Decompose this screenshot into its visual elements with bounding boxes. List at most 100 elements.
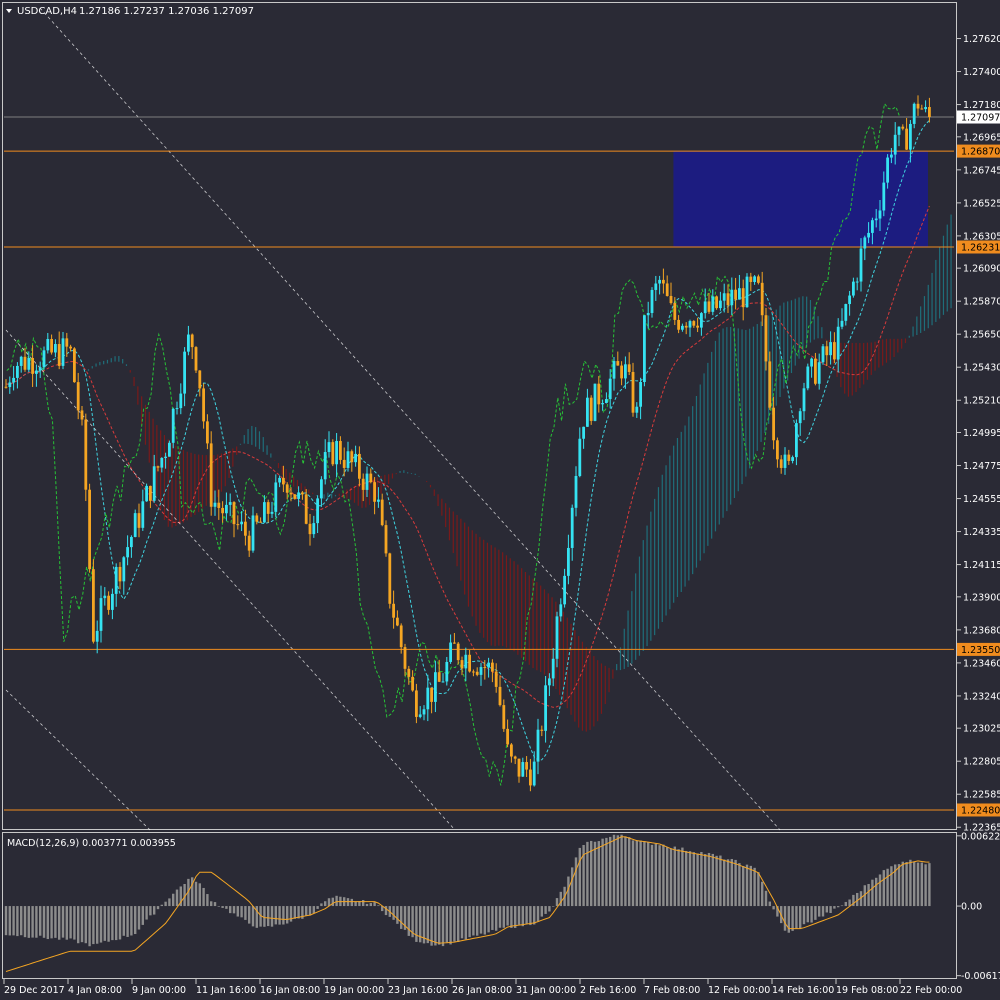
candle-body[interactable]	[817, 362, 821, 384]
candle-body[interactable]	[912, 103, 916, 124]
candle-body[interactable]	[859, 248, 863, 282]
candle-body[interactable]	[46, 338, 50, 351]
candle-body[interactable]	[730, 289, 734, 306]
candle-body[interactable]	[373, 482, 376, 502]
candle-body[interactable]	[764, 315, 768, 362]
candle-body[interactable]	[863, 237, 867, 249]
candle-body[interactable]	[578, 438, 582, 476]
candle-body[interactable]	[650, 289, 654, 313]
candle-body[interactable]	[833, 342, 836, 360]
candle-body[interactable]	[586, 397, 589, 427]
candle-body[interactable]	[126, 547, 129, 558]
candle-body[interactable]	[540, 729, 544, 731]
candle-body[interactable]	[715, 296, 718, 309]
candle-body[interactable]	[643, 315, 646, 383]
candle-body[interactable]	[145, 485, 148, 502]
candle-body[interactable]	[521, 762, 525, 777]
candle-body[interactable]	[42, 350, 46, 368]
candle-body[interactable]	[893, 134, 897, 155]
candle-body[interactable]	[111, 593, 114, 610]
candle-body[interactable]	[510, 744, 513, 757]
candle-body[interactable]	[301, 492, 304, 495]
candle-body[interactable]	[434, 672, 437, 702]
candle-body[interactable]	[567, 547, 570, 576]
candle-body[interactable]	[852, 281, 855, 296]
candle-body[interactable]	[502, 705, 506, 729]
candle-body[interactable]	[791, 457, 794, 461]
candle-body[interactable]	[392, 603, 395, 618]
candle-body[interactable]	[259, 521, 262, 523]
candle-body[interactable]	[848, 295, 851, 305]
candle-body[interactable]	[213, 502, 217, 507]
candle-body[interactable]	[487, 662, 490, 668]
candle-body[interactable]	[662, 279, 665, 284]
candle-body[interactable]	[27, 358, 31, 370]
candle-body[interactable]	[141, 501, 145, 528]
candle-body[interactable]	[840, 320, 844, 327]
candle-body[interactable]	[867, 232, 870, 238]
candle-body[interactable]	[308, 523, 312, 535]
candle-body[interactable]	[80, 410, 84, 420]
candle-body[interactable]	[171, 408, 175, 443]
candle-body[interactable]	[339, 440, 342, 460]
candle-body[interactable]	[855, 281, 859, 283]
candle-body[interactable]	[107, 595, 110, 610]
candle-body[interactable]	[312, 523, 316, 535]
candle-body[interactable]	[350, 451, 354, 463]
candle-body[interactable]	[776, 440, 779, 460]
candle-body[interactable]	[31, 358, 34, 374]
candle-body[interactable]	[924, 107, 927, 110]
candle-body[interactable]	[293, 494, 297, 499]
candle-body[interactable]	[282, 477, 285, 485]
candle-body[interactable]	[703, 301, 707, 314]
candle-body[interactable]	[160, 457, 164, 468]
candle-body[interactable]	[734, 289, 737, 300]
candle-body[interactable]	[168, 442, 171, 457]
candle-body[interactable]	[593, 383, 597, 421]
candle-body[interactable]	[886, 157, 889, 183]
candle-body[interactable]	[422, 709, 426, 715]
candle-body[interactable]	[95, 630, 99, 642]
candle-body[interactable]	[152, 466, 156, 501]
candle-body[interactable]	[228, 502, 232, 505]
candle-body[interactable]	[494, 671, 498, 687]
candle-body[interactable]	[217, 502, 221, 508]
candle-body[interactable]	[460, 660, 464, 669]
candle-body[interactable]	[4, 386, 8, 388]
candle-body[interactable]	[346, 451, 350, 468]
candle-body[interactable]	[920, 108, 924, 110]
candle-body[interactable]	[536, 729, 540, 762]
candle-body[interactable]	[187, 334, 190, 352]
candle-body[interactable]	[928, 107, 931, 118]
candle-body[interactable]	[388, 553, 392, 604]
candle-body[interactable]	[183, 351, 186, 394]
candle-body[interactable]	[745, 276, 749, 308]
candle-body[interactable]	[449, 642, 452, 662]
candle-body[interactable]	[240, 521, 243, 525]
candle-body[interactable]	[316, 498, 319, 524]
candle-body[interactable]	[453, 642, 456, 644]
candle-body[interactable]	[175, 408, 179, 410]
candle-body[interactable]	[757, 276, 760, 283]
candle-body[interactable]	[270, 511, 274, 514]
candle-body[interactable]	[901, 126, 905, 129]
candle-body[interactable]	[905, 128, 908, 150]
candle-body[interactable]	[468, 654, 471, 672]
candle-body[interactable]	[612, 361, 616, 379]
candle-body[interactable]	[810, 358, 813, 367]
candle-body[interactable]	[278, 477, 281, 483]
candle-body[interactable]	[130, 536, 133, 548]
candle-body[interactable]	[384, 525, 388, 554]
candle-body[interactable]	[103, 595, 107, 599]
candle-body[interactable]	[255, 515, 259, 522]
candle-body[interactable]	[874, 218, 878, 221]
candle-body[interactable]	[133, 513, 137, 537]
candle-body[interactable]	[289, 492, 293, 495]
candle-body[interactable]	[608, 378, 612, 400]
candle-body[interactable]	[665, 283, 669, 296]
candle-body[interactable]	[836, 326, 840, 360]
candlesticks-layer[interactable]	[4, 95, 931, 792]
candle-body[interactable]	[156, 466, 160, 468]
candle-body[interactable]	[620, 365, 623, 379]
candle-body[interactable]	[12, 377, 15, 383]
